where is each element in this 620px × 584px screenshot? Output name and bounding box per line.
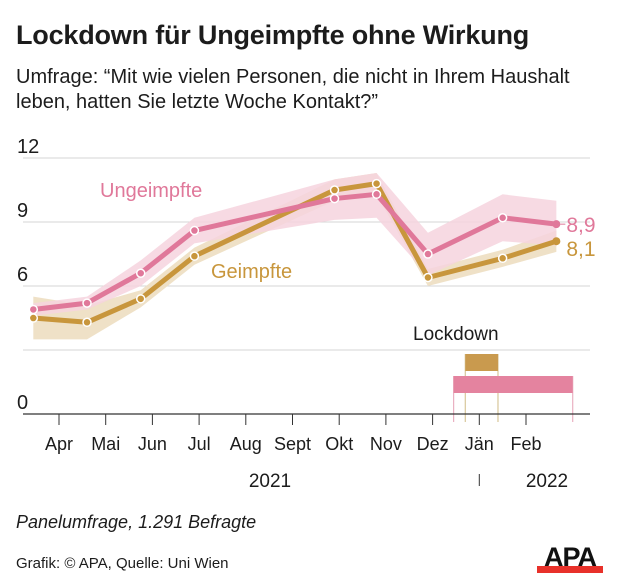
lockdown-label: Lockdown (413, 324, 499, 345)
x-tick-label: Dez (417, 434, 449, 454)
legend-label-ungeimpfte: Ungeimpfte (100, 180, 202, 202)
x-tick-label: Mai (91, 434, 120, 454)
x-tick-label: Feb (510, 434, 541, 454)
x-tick-label: Nov (370, 434, 402, 454)
apa-logo-bar (537, 566, 603, 573)
data-point-geimpfte (28, 313, 39, 323)
x-axis: Apr Mai Jun Jul Aug Sept Okt Nov Dez Jän Feb 2021 20… (23, 413, 590, 492)
legend-label-geimpfte: Geimpfte (211, 261, 292, 283)
data-point-ungeimpfte (28, 304, 39, 315)
data-point-ungeimpfte (135, 268, 146, 278)
apa-logo: APA (537, 544, 603, 573)
y-tick-label: 6 (17, 264, 28, 286)
data-point-geimpfte (552, 237, 561, 246)
data-point-ungeimpfte (189, 225, 200, 236)
data-point-ungeimpfte (552, 220, 561, 229)
y-tick-label: 12 (17, 136, 39, 158)
data-point-geimpfte (329, 185, 340, 195)
data-point-geimpfte (423, 272, 433, 283)
lockdown-bar-geimpfte (465, 354, 498, 371)
data-point-ungeimpfte (423, 249, 433, 259)
end-label-ungeimpfte: 8,9 (566, 214, 595, 237)
data-point-ungeimpfte (497, 213, 508, 223)
chart-title: Lockdown für Ungeimpfte ohne Wirkung (16, 20, 530, 50)
data-point-geimpfte (135, 294, 146, 304)
year-label-2021: 2021 (249, 471, 291, 492)
x-tick-label: Aug (230, 434, 262, 454)
source-credit: Grafik: © APA, Quelle: Uni Wien (16, 555, 229, 572)
data-point-geimpfte (82, 317, 92, 328)
chart-subtitle: Umfrage: “Mit wie vielen Personen, die n… (16, 66, 570, 113)
lockdown-bar-ungeimpfte (453, 376, 573, 393)
series-points (28, 178, 561, 328)
survey-note: Panelumfrage, 1.291 Befragte (16, 512, 257, 532)
series-labels: Ungeimpfte Geimpfte 8,98,1 (100, 180, 596, 283)
x-tick-label: Jun (138, 434, 167, 454)
x-tick-label: Okt (325, 434, 353, 454)
x-tick-label: Sept (274, 434, 311, 454)
lockdown-annotation: Lockdown (413, 324, 574, 422)
data-point-geimpfte (497, 253, 508, 264)
year-label-2022: 2022 (526, 471, 568, 492)
data-point-ungeimpfte (82, 298, 92, 308)
y-tick-label: 9 (17, 200, 28, 222)
data-point-geimpfte (189, 251, 200, 261)
x-tick-label: Jul (188, 434, 211, 454)
data-point-geimpfte (371, 178, 382, 189)
x-tick-label: Jän (465, 434, 494, 454)
y-tick-label: 0 (17, 392, 28, 414)
x-tick-label: Apr (45, 434, 73, 454)
end-label-geimpfte: 8,1 (566, 238, 595, 261)
data-point-ungeimpfte (329, 193, 340, 204)
data-point-ungeimpfte (371, 189, 382, 200)
y-tick-labels: 0 6 9 12 (17, 136, 39, 414)
